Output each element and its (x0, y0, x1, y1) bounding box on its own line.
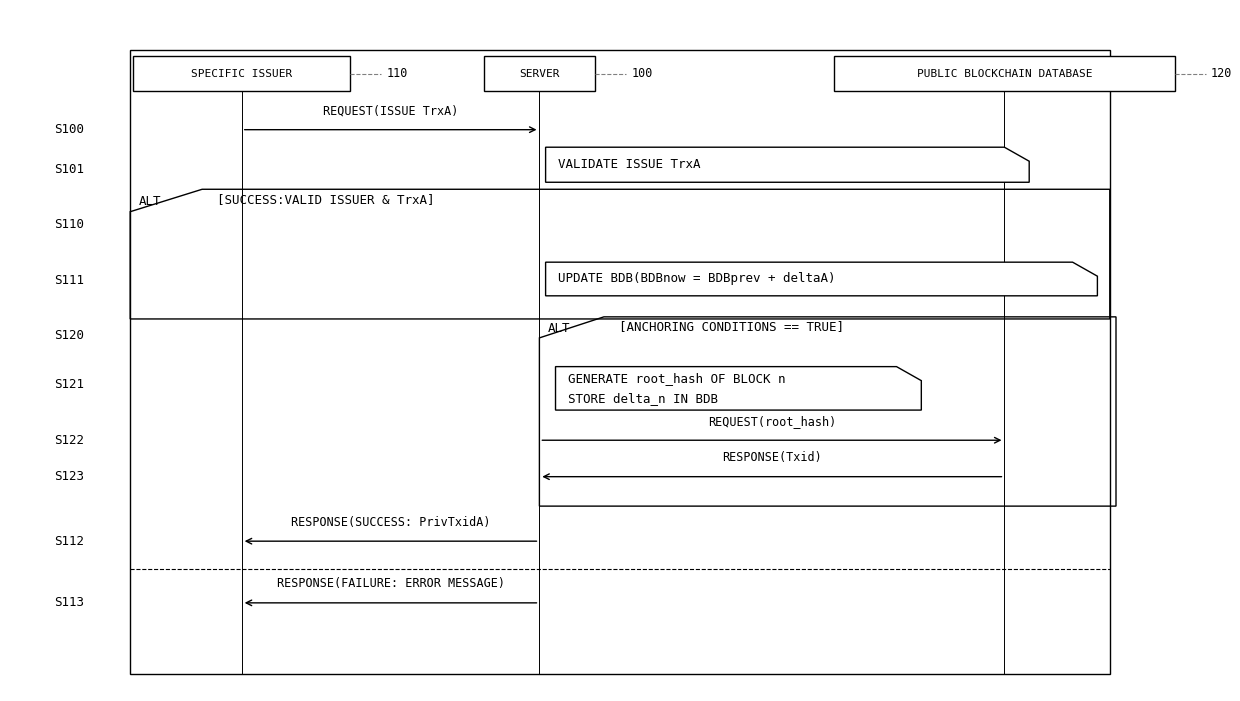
Text: S100: S100 (55, 123, 84, 136)
Text: S101: S101 (55, 163, 84, 176)
Text: S113: S113 (55, 597, 84, 609)
Text: S123: S123 (55, 470, 84, 483)
Text: RESPONSE(Txid): RESPONSE(Txid) (722, 451, 822, 464)
Text: 100: 100 (631, 67, 652, 80)
Text: ALT: ALT (139, 195, 161, 208)
Text: 120: 120 (1211, 67, 1233, 80)
Text: S112: S112 (55, 535, 84, 547)
Text: S111: S111 (55, 274, 84, 287)
Polygon shape (546, 147, 1029, 182)
Text: 110: 110 (387, 67, 408, 80)
Text: S122: S122 (55, 434, 84, 447)
Text: [SUCCESS:VALID ISSUER & TrxA]: [SUCCESS:VALID ISSUER & TrxA] (217, 193, 434, 206)
Text: REQUEST(ISSUE TrxA): REQUEST(ISSUE TrxA) (322, 104, 459, 117)
Text: VALIDATE ISSUE TrxA: VALIDATE ISSUE TrxA (558, 158, 701, 171)
Text: RESPONSE(FAILURE: ERROR MESSAGE): RESPONSE(FAILURE: ERROR MESSAGE) (277, 577, 505, 590)
Text: REQUEST(root_hash): REQUEST(root_hash) (708, 414, 836, 428)
Bar (835, 56, 1176, 91)
Polygon shape (556, 367, 921, 410)
Bar (130, 50, 1110, 674)
Text: RESPONSE(SUCCESS: PrivTxidA): RESPONSE(SUCCESS: PrivTxidA) (291, 515, 490, 529)
Text: S110: S110 (55, 218, 84, 231)
Bar (484, 56, 595, 91)
Text: PUBLIC BLOCKCHAIN DATABASE: PUBLIC BLOCKCHAIN DATABASE (916, 69, 1092, 79)
Text: S120: S120 (55, 329, 84, 341)
Text: S121: S121 (55, 378, 84, 390)
Text: [ANCHORING CONDITIONS == TRUE]: [ANCHORING CONDITIONS == TRUE] (619, 320, 843, 333)
Text: UPDATE BDB(BDBnow = BDBprev + deltaA): UPDATE BDB(BDBnow = BDBprev + deltaA) (558, 273, 836, 285)
Text: ALT: ALT (548, 322, 570, 335)
Text: STORE delta_n IN BDB: STORE delta_n IN BDB (568, 392, 718, 404)
Text: SERVER: SERVER (520, 69, 559, 79)
Polygon shape (546, 262, 1097, 296)
Bar (134, 56, 350, 91)
Text: SPECIFIC ISSUER: SPECIFIC ISSUER (191, 69, 293, 79)
Text: GENERATE root_hash OF BLOCK n: GENERATE root_hash OF BLOCK n (568, 372, 785, 385)
